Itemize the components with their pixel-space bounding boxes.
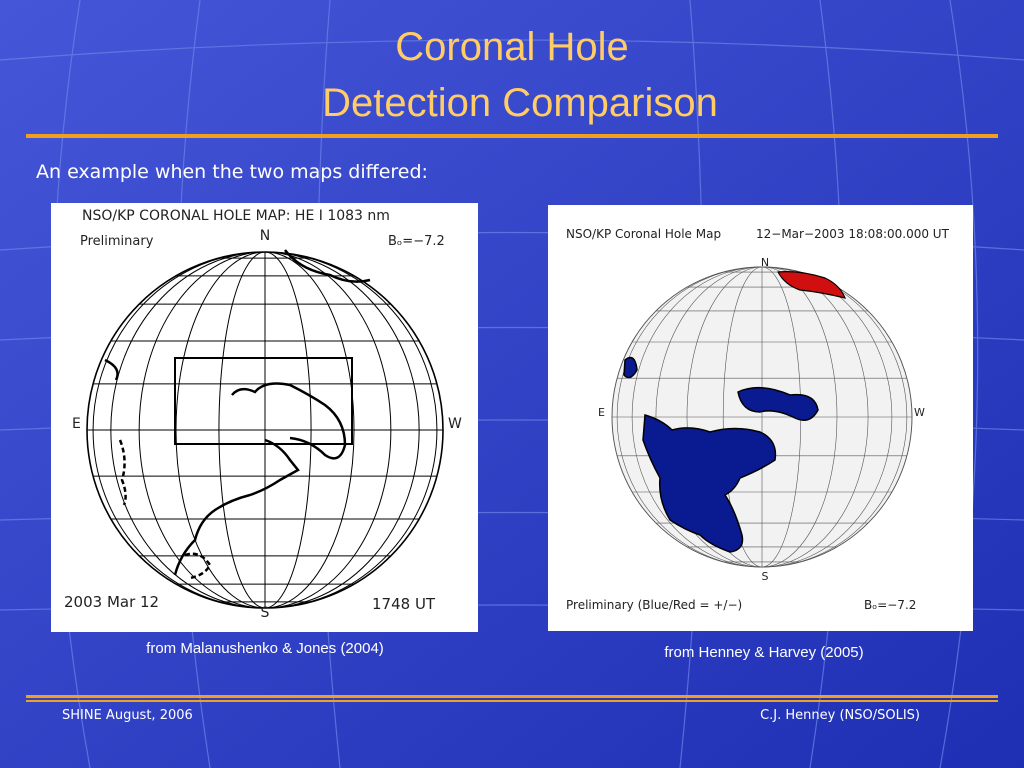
caption: from Malanushenko & Jones (2004) — [146, 640, 384, 657]
figure-status: Preliminary — [80, 234, 154, 249]
west-label: W — [448, 416, 462, 432]
timestamp: 12−Mar−2003 18:08:00.000 UT — [756, 227, 950, 241]
caption: from Henney & Harvey (2005) — [664, 644, 863, 661]
time-label: 1748 UT — [372, 595, 436, 613]
positive-hole — [777, 271, 846, 299]
east-label: E — [598, 406, 605, 419]
north-label: N — [260, 228, 270, 244]
footer-left: SHINE August, 2006 — [62, 708, 193, 723]
date-label: 2003 Mar 12 — [64, 593, 159, 611]
east-label: E — [72, 416, 81, 432]
figure-header: NSO/KP Coronal Hole Map — [566, 227, 721, 241]
globe — [86, 251, 444, 609]
hole-outlines — [104, 249, 371, 580]
north-label: N — [761, 256, 769, 269]
south-label: S — [762, 570, 769, 583]
rule — [26, 695, 998, 698]
title-line: Coronal Hole — [395, 25, 628, 69]
rule — [26, 700, 998, 702]
west-label: W — [914, 406, 925, 419]
subtitle: An example when the two maps differed: — [36, 161, 428, 183]
footer-right: C.J. Henney (NSO/SOLIS) — [760, 708, 920, 723]
figure-header: NSO/KP CORONAL HOLE MAP: HE I 1083 nm — [82, 208, 390, 224]
south-label: S — [261, 605, 270, 621]
title-line: Detection Comparison — [322, 81, 718, 125]
region-box — [174, 357, 353, 445]
negative-holes — [623, 356, 819, 553]
b0-label: Bₒ=−7.2 — [864, 598, 916, 612]
rule — [26, 134, 998, 138]
b0-label: Bₒ=−7.2 — [388, 234, 445, 249]
figure-status: Preliminary (Blue/Red = +/−) — [566, 598, 742, 612]
